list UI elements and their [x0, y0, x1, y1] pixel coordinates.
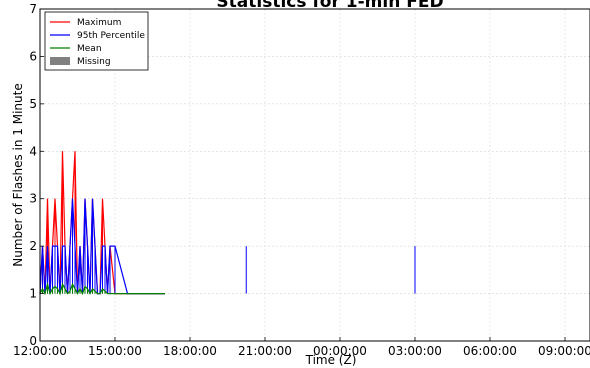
- x-tick-label: 06:00:00: [463, 344, 517, 358]
- x-tick-label: 00:00:00: [313, 344, 367, 358]
- legend: Maximum 95th Percentile Mean Missing: [44, 11, 149, 71]
- legend-label: 95th Percentile: [77, 31, 145, 41]
- legend-label: Mean: [77, 44, 102, 54]
- series-95th-percentile: [39, 198, 416, 295]
- x-tick-label: 09:00:00: [538, 344, 590, 358]
- series-line: [39, 198, 165, 295]
- x-tick-label: 18:00:00: [163, 344, 217, 358]
- y-tick-label: 6: [29, 49, 37, 63]
- y-tick-label: 7: [29, 2, 37, 16]
- series-line: [39, 281, 165, 296]
- x-axis: 12:00:00 15:00:00 18:00:00 21:00:00 00:00:00…: [13, 337, 590, 358]
- y-axis: 0 1 2 3 4 5 6 7: [29, 2, 44, 348]
- x-tick-label: 12:00:00: [13, 344, 67, 358]
- y-tick-label: 3: [29, 192, 37, 206]
- legend-swatch: [50, 57, 70, 65]
- y-axis-label: Number of Flashes in 1 Minute: [11, 83, 25, 267]
- y-tick-label: 2: [29, 239, 37, 253]
- series-mean: [39, 281, 165, 296]
- y-tick-label: 0: [29, 334, 37, 348]
- x-tick-label: 03:00:00: [388, 344, 442, 358]
- y-tick-label: 4: [29, 144, 37, 158]
- legend-label: Maximum: [77, 18, 121, 28]
- y-tick-label: 5: [29, 97, 37, 111]
- legend-label: Missing: [77, 57, 111, 67]
- plot-border: [39, 8, 590, 342]
- x-tick-label: 15:00:00: [88, 344, 142, 358]
- x-tick-label: 21:00:00: [238, 344, 292, 358]
- series-group: [39, 151, 416, 296]
- y-tick-label: 1: [29, 287, 37, 301]
- x-axis-label: Time (Z): [305, 353, 357, 367]
